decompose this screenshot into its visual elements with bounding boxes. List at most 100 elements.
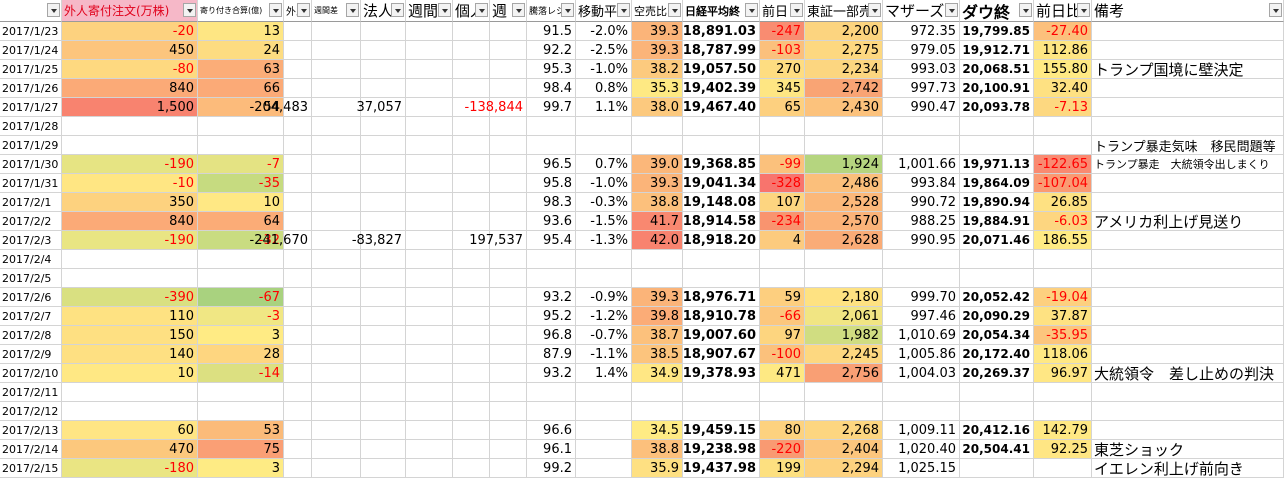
cell [490,326,527,345]
cell: 999.70 [883,288,960,307]
cell-value: 38.0 [650,99,679,115]
filter-button[interactable] [745,3,758,17]
filter-button[interactable] [183,3,196,17]
cell-value: 997.73 [910,80,957,96]
cell-value: 2,294 [841,460,879,476]
header-cell: 寄り付き合算(億) [198,0,284,22]
cell: 19,799.85 [960,22,1034,41]
remark: トランプ国境に壁決定 [1094,60,1244,79]
cell-value: 80 [784,422,801,438]
cell: 3 [198,459,284,478]
filter-button[interactable] [475,3,488,17]
cell [406,212,453,231]
cell: -35.95 [1034,326,1092,345]
filter-button[interactable] [561,3,574,17]
cell: 39.8 [632,307,683,326]
filter-button[interactable] [512,3,525,17]
cell-value: -67 [258,289,280,305]
cell: 18,910.78 [683,307,760,326]
cell [361,193,406,212]
cell: 2,268 [805,421,883,440]
filter-button[interactable] [617,3,630,17]
filter-button[interactable] [297,3,310,17]
cell-value: -247 [771,23,801,39]
cell: 20,054.34 [960,326,1034,345]
cell [284,459,312,478]
cell-value: -2.5% [590,42,628,58]
cell: 450 [62,41,198,60]
filter-button[interactable] [1269,3,1282,17]
cell [284,212,312,231]
cell-value: 24 [263,42,280,58]
cell: -234 [760,212,805,231]
date-cell: 2017/1/30 [0,155,62,174]
cell-value: 19,057.50 [682,61,756,77]
cell [361,402,406,421]
cell: 19,368.85 [683,155,760,174]
cell [198,383,284,402]
cell: 95.3 [527,60,576,79]
cell-value: 18,787.99 [682,42,756,58]
cell [453,421,490,440]
cell-value: 19,890.94 [962,195,1030,209]
cell: 1,020.40 [883,440,960,459]
filter-button[interactable] [790,3,803,17]
remark: トランプ暴走 大統領令出しまくり [1094,158,1270,171]
cell-value: -204,483 [249,99,308,115]
filter-button[interactable] [868,3,881,17]
filter-button[interactable] [346,3,359,17]
cell [361,22,406,41]
filter-button[interactable] [391,3,404,17]
header-cell: 日経平均終 [683,0,760,22]
cell: -3 [198,307,284,326]
cell [312,402,361,421]
cell [490,307,527,326]
filter-button[interactable] [1077,3,1090,17]
cell [490,79,527,98]
filter-button[interactable] [47,3,60,17]
cell [490,174,527,193]
date-cell: 2017/1/28 [0,117,62,136]
filter-button[interactable] [945,3,958,17]
cell [284,60,312,79]
cell: 1,500 [62,98,198,117]
remark-cell [1092,117,1284,136]
header-cell: マザーズ [883,0,960,22]
remark-cell [1092,98,1284,117]
cell-value: -138,844 [464,99,523,115]
cell [312,174,361,193]
filter-button[interactable] [269,3,282,17]
cell-value: 990.95 [910,232,957,248]
cell [361,136,406,155]
cell-value: 95.8 [543,175,572,191]
cell [490,440,527,459]
cell: 10 [62,364,198,383]
cell: -35 [198,174,284,193]
cell-value: 107 [776,194,801,210]
date-cell: 2017/1/31 [0,174,62,193]
cell-value: 19,007.60 [682,327,756,343]
header-label: 日経平均終 [685,4,740,18]
cell-value: 99.7 [543,99,572,115]
filter-button[interactable] [1019,3,1032,17]
cell: 997.46 [883,307,960,326]
remark-cell [1092,79,1284,98]
cell-value: -6.03 [1054,213,1088,229]
cell: 990.72 [883,193,960,212]
filter-button[interactable] [668,3,681,17]
date-cell: 2017/2/3 [0,231,62,250]
cell [284,402,312,421]
cell [361,307,406,326]
remark-cell [1092,402,1284,421]
cell-value: 37,057 [356,99,403,115]
cell [805,117,883,136]
cell [284,440,312,459]
cell [453,41,490,60]
cell: -7.13 [1034,98,1092,117]
cell [453,307,490,326]
cell-value: -7 [267,156,280,172]
cell-value: -1.3% [590,232,628,248]
cell [361,60,406,79]
cell-value: 110 [169,308,194,324]
filter-button[interactable] [438,3,451,17]
